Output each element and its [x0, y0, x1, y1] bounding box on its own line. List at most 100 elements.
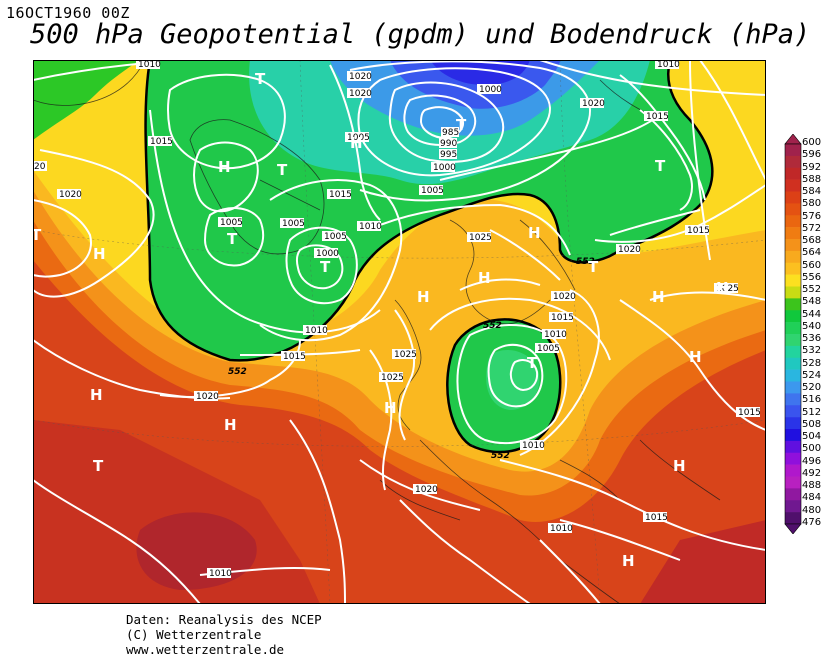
colorbar-label: 480 — [802, 504, 822, 516]
isobar-label: 1010 — [655, 60, 680, 70]
svg-text:1005: 1005 — [421, 186, 444, 196]
colorbar-label: 588 — [802, 173, 822, 185]
svg-text:1020: 1020 — [349, 89, 372, 99]
low-pressure-center: T — [588, 258, 599, 276]
svg-text:1015: 1015 — [329, 190, 352, 200]
isobar-label: 1010 — [136, 60, 161, 70]
svg-text:1010: 1010 — [305, 326, 328, 336]
colorbar-swatch — [785, 191, 801, 204]
isobar-label: 1010 — [303, 325, 328, 336]
svg-text:1010: 1010 — [138, 60, 161, 70]
svg-text:1020: 1020 — [553, 292, 576, 302]
isobar-label: 1000 — [431, 162, 456, 173]
high-pressure-center: H — [622, 552, 635, 570]
colorbar-swatch — [785, 429, 801, 442]
isobar-label: 990 — [439, 138, 457, 149]
colorbar-label: 484 — [802, 492, 822, 504]
colorbar-swatch — [785, 488, 801, 501]
copyright-label: (C) Wetterzentrale — [126, 627, 262, 642]
isobar-label: 1025 — [392, 349, 417, 360]
isobar-label: 1010 — [357, 221, 382, 232]
svg-text:1015: 1015 — [551, 313, 574, 323]
svg-text:1020: 1020 — [618, 245, 641, 255]
colorbar-swatch — [785, 476, 801, 489]
colorbar-swatch — [785, 250, 801, 264]
colorbar-label: 500 — [802, 443, 822, 455]
isobar-label: 1015 — [148, 136, 173, 147]
isobar-label: 1015 — [644, 111, 669, 122]
svg-text:1005: 1005 — [324, 232, 347, 242]
isobar-label: 1025 — [714, 283, 739, 294]
svg-text:1015: 1015 — [738, 408, 761, 418]
colorbar-swatch — [785, 298, 801, 311]
high-pressure-center: H — [93, 245, 106, 263]
colorbar-swatch — [785, 167, 801, 180]
isobar-label: 20 — [33, 161, 47, 172]
colorbar-swatch — [785, 239, 801, 252]
svg-text:1015: 1015 — [646, 112, 669, 122]
data-source-label: Daten: Reanalysis des NCEP — [126, 612, 322, 627]
colorbar-swatch — [785, 417, 801, 430]
map-title: 500 hPa Geopotential (gpdm) und Bodendru… — [30, 19, 811, 50]
svg-text:1010: 1010 — [550, 524, 573, 534]
colorbar-label: 532 — [802, 345, 822, 357]
high-pressure-center: H — [716, 279, 729, 297]
svg-text:1010: 1010 — [657, 60, 680, 70]
svg-text:1020: 1020 — [59, 190, 82, 200]
colorbar-label: 520 — [802, 382, 822, 394]
colorbar-swatch — [785, 440, 801, 454]
isobar-label: 1005 — [535, 343, 560, 354]
contour-552-label: 552 — [228, 367, 247, 377]
colorbar-label: 504 — [802, 431, 822, 443]
isobar-label: 1020 — [551, 291, 576, 302]
colorbar-bottom-arrow — [784, 523, 802, 534]
colorbar-swatch — [785, 144, 801, 157]
svg-text:1005: 1005 — [282, 219, 305, 229]
colorbar-label: 572 — [802, 222, 822, 234]
svg-text:1015: 1015 — [150, 137, 173, 147]
colorbar-label: 592 — [802, 161, 822, 173]
isobar-label: 1000 — [477, 84, 502, 95]
svg-text:1000: 1000 — [433, 163, 456, 173]
svg-text:1010: 1010 — [209, 569, 232, 579]
weather-map: 1010 1020 1020 1020 1000 985 990 995 100… — [33, 60, 766, 604]
colorbar-swatch — [785, 357, 801, 370]
isobar-label: 1005 — [345, 132, 370, 143]
colorbar-label: 512 — [802, 406, 822, 418]
svg-text:1020: 1020 — [415, 485, 438, 495]
isobar-label: 1020 — [194, 391, 219, 402]
isobar-label: 1000 — [314, 248, 339, 259]
high-pressure-center: H — [218, 158, 231, 176]
high-pressure-center: H — [350, 134, 363, 152]
isobar-label: 1020 — [57, 189, 82, 200]
svg-text:1010: 1010 — [544, 330, 567, 340]
svg-text:1005: 1005 — [347, 133, 370, 143]
colorbar-label: 600 — [802, 137, 822, 148]
high-pressure-center: H — [673, 457, 686, 475]
high-pressure-center: H — [652, 288, 665, 306]
low-pressure-center: T — [93, 457, 104, 475]
svg-text:1015: 1015 — [283, 352, 306, 362]
colorbar-swatch — [785, 393, 801, 406]
high-pressure-center: H — [90, 386, 103, 404]
isobar-label: 1015 — [736, 407, 761, 418]
colorbar-label: 568 — [802, 235, 822, 247]
contour-552-label: 552 — [491, 451, 510, 461]
colorbar-label: 576 — [802, 210, 822, 222]
colorbar-swatch — [785, 215, 801, 228]
svg-text:1000: 1000 — [479, 85, 502, 95]
isobar-label: 1020 — [616, 244, 641, 255]
low-pressure-center: T — [277, 161, 288, 179]
isobar-label: 1025 — [467, 232, 492, 243]
colorbar-label: 556 — [802, 271, 822, 283]
colorbar-swatch — [785, 262, 801, 275]
isobar-label: 1025 — [379, 372, 404, 383]
isobar-label: 1020 — [347, 71, 372, 82]
low-pressure-center: T — [227, 230, 238, 248]
high-pressure-center: H — [689, 348, 702, 366]
high-pressure-center: H — [384, 399, 397, 417]
svg-text:1020: 1020 — [349, 72, 372, 82]
colorbar-label: 596 — [802, 149, 822, 161]
isobar-label: 1015 — [549, 312, 574, 323]
colorbar-swatch — [785, 464, 801, 477]
